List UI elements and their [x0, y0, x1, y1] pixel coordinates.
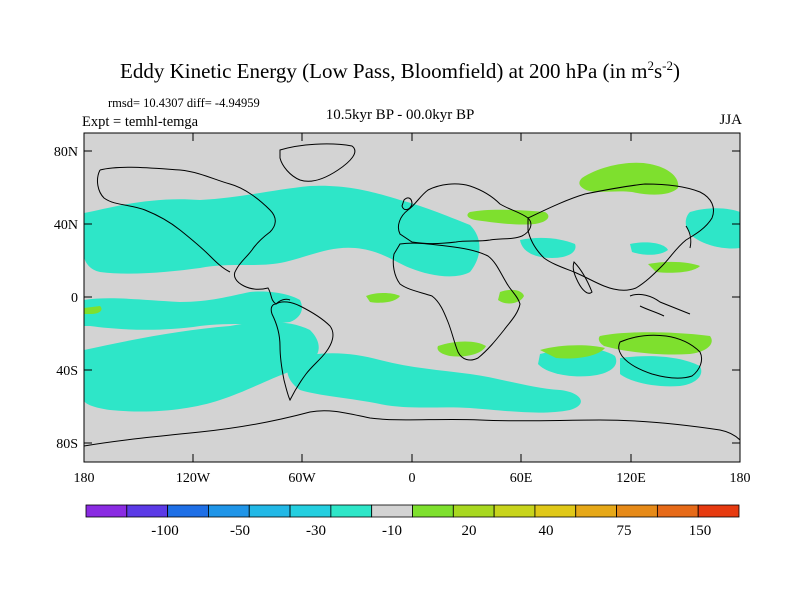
- north-pacific-west: [84, 214, 107, 244]
- x-tick-label: 180: [74, 471, 95, 486]
- colorbar-label: -30: [306, 523, 326, 539]
- west-africa-patch: [366, 293, 400, 303]
- colorbar-label: 20: [462, 523, 477, 539]
- southeast-asia-islands: [629, 293, 691, 317]
- colorbar-swatch: [656, 504, 699, 518]
- africa-coast: [392, 242, 521, 361]
- australia-green: [598, 332, 712, 355]
- colorbar-label: 40: [539, 523, 554, 539]
- x-axis-ticks: [83, 133, 741, 462]
- southern-pacific-band: [84, 321, 319, 412]
- positive-anomaly-regions: [84, 162, 712, 359]
- colorbar-labels: -100 -50 -30 -10 20 40 75 150: [151, 523, 711, 539]
- colorbar-swatch: [452, 504, 495, 518]
- central-africa-patch: [498, 289, 524, 304]
- statistics-label: rmsd= 10.4307 diff= -4.94959: [108, 96, 260, 110]
- anomaly-fills: [84, 162, 740, 413]
- y-tick-label: 0: [71, 291, 78, 306]
- asia-coast: [527, 183, 714, 291]
- europe-coast: [397, 183, 532, 244]
- north-atlantic-band: [84, 185, 480, 277]
- colorbar-swatch: [616, 504, 658, 518]
- colorbar-swatch: [85, 504, 128, 518]
- colorbar-label: 75: [617, 523, 632, 539]
- colorbar-swatch: [167, 504, 209, 518]
- colorbar-label: -50: [230, 523, 250, 539]
- colorbar-swatch: [412, 504, 454, 518]
- pacific-tropical-band: [84, 291, 302, 330]
- season-label: JJA: [719, 112, 742, 128]
- siberia-patch: [579, 162, 679, 195]
- south-america-coast: [270, 301, 334, 402]
- experiment-label: Expt = temhl-temga: [82, 114, 199, 130]
- greenland-coast: [279, 143, 356, 182]
- y-axis-labels: 80N 40N 0 40S 80S: [54, 145, 78, 452]
- japan-coast: [685, 225, 692, 249]
- plot-title: Eddy Kinetic Energy (Low Pass, Bloomfiel…: [120, 58, 680, 83]
- uk-coast: [401, 197, 413, 211]
- colorbar-swatch: [371, 504, 413, 518]
- colorbar-swatch: [248, 504, 291, 518]
- india-coast: [572, 261, 593, 294]
- period-label: 10.5kyr BP - 00.0kyr BP: [325, 107, 475, 123]
- colorbar-label: -10: [382, 523, 402, 539]
- y-tick-label: 40S: [56, 364, 78, 379]
- colorbar-swatch: [126, 504, 169, 518]
- x-axis-labels: 180 120W 60W 0 60E 120E 180: [74, 471, 751, 486]
- mediterranean-patch: [520, 237, 576, 258]
- y-tick-label: 40N: [54, 218, 78, 233]
- y-tick-label: 80N: [54, 145, 78, 160]
- colorbar: [85, 504, 740, 518]
- x-tick-label: 120W: [176, 471, 211, 486]
- australia-south-patch: [620, 356, 702, 387]
- north-america-coast: [96, 166, 291, 305]
- colorbar-label: 150: [689, 523, 712, 539]
- x-tick-label: 120E: [616, 471, 646, 486]
- colorbar-swatch: [208, 504, 250, 518]
- east-asia-patch: [630, 242, 668, 255]
- colorbar-swatch: [534, 504, 577, 518]
- y-tick-label: 80S: [56, 437, 78, 452]
- east-pacific-green: [84, 306, 102, 314]
- x-tick-label: 60W: [288, 471, 316, 486]
- colorbar-label: -100: [151, 523, 179, 539]
- x-tick-label: 180: [730, 471, 751, 486]
- north-pacific-east: [685, 208, 740, 249]
- x-tick-label: 60E: [510, 471, 533, 486]
- australia-coast: [618, 334, 703, 379]
- canada-patch: [200, 210, 240, 226]
- coastlines: [84, 143, 740, 447]
- x-tick-label: 0: [409, 471, 416, 486]
- colorbar-swatch: [575, 504, 617, 518]
- antarctica-coast: [84, 410, 740, 447]
- south-atlantic-band: [287, 353, 581, 413]
- colorbar-swatch: [493, 504, 536, 518]
- negative-anomaly-regions: [84, 185, 740, 413]
- indian-ocean-green: [540, 345, 605, 359]
- colorbar-swatch: [697, 504, 740, 518]
- colorbar-swatch: [330, 504, 373, 518]
- colorbar-swatch: [289, 504, 332, 518]
- north-pacific-green: [648, 261, 700, 273]
- south-africa-patch: [437, 341, 486, 357]
- y-axis-ticks: [84, 150, 740, 444]
